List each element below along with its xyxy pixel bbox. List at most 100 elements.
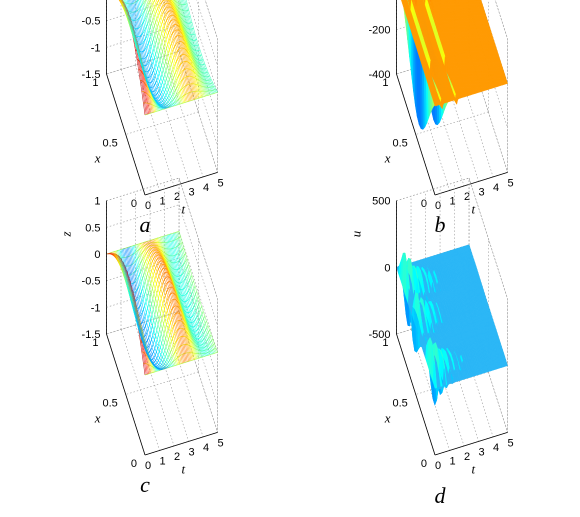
mesh-line [160, 51, 163, 57]
mesh-line [164, 304, 167, 310]
mesh-line [147, 314, 150, 319]
mesh-line [153, 261, 156, 265]
mesh-line [171, 0, 201, 98]
mesh-line [159, 333, 162, 340]
t-axis-line [144, 431, 218, 456]
mesh-line [170, 72, 173, 77]
mesh-line [165, 27, 168, 32]
mesh-line [164, 95, 167, 98]
panel-caption: a [140, 212, 151, 237]
mesh-line [171, 0, 203, 98]
mesh-line [170, 233, 210, 356]
mesh-line [145, 265, 148, 269]
mesh-line [157, 319, 160, 325]
mesh-line [161, 6, 164, 9]
box-edge [468, 177, 508, 300]
mesh-line [149, 36, 152, 41]
mesh-line [160, 308, 162, 314]
mesh-line [166, 357, 169, 360]
mesh-line [158, 357, 160, 361]
t-tick-label: 4 [203, 182, 209, 194]
mesh-line [152, 38, 154, 43]
mesh-line [160, 7, 163, 11]
mesh-line [155, 80, 158, 84]
mesh-line [168, 37, 171, 42]
mesh-line [164, 78, 167, 83]
box-edge [494, 0, 508, 40]
mesh-line [143, 291, 146, 296]
mesh-line [163, 52, 166, 57]
mesh-line [145, 297, 148, 302]
mesh-line [161, 346, 164, 352]
x-tick-label: 1 [382, 77, 388, 89]
mesh-line [155, 0, 187, 103]
mesh-line [146, 318, 149, 323]
mesh-line [148, 342, 151, 346]
mesh-line [152, 70, 154, 74]
mesh-line [158, 50, 160, 56]
mesh-line [167, 49, 170, 54]
mesh-line [165, 35, 168, 40]
mesh-line [169, 55, 172, 59]
mesh-line [174, 72, 177, 76]
mesh-line [169, 83, 172, 88]
mesh-line [151, 0, 184, 103]
mesh-line [170, 319, 173, 323]
mesh-line [195, 299, 198, 303]
mesh-line [143, 316, 146, 320]
mesh-line [160, 357, 163, 361]
mesh-line [154, 335, 156, 341]
mesh-line [161, 303, 164, 309]
mesh-line [156, 324, 159, 331]
mesh-line [130, 246, 170, 368]
mesh-line [156, 355, 159, 359]
t-tick-label: 2 [464, 191, 470, 203]
mesh-line [157, 364, 160, 367]
mesh-line [156, 268, 159, 273]
mesh-line [136, 244, 176, 366]
mesh-line [165, 86, 168, 90]
x-axis-line [396, 73, 436, 196]
mesh-line [164, 292, 167, 296]
mesh-line [160, 42, 163, 47]
mesh-line [153, 34, 156, 39]
mesh-line [158, 10, 161, 13]
mesh-line [152, 264, 155, 268]
mesh-line [164, 346, 167, 351]
t-tick-label: 4 [203, 442, 209, 454]
mesh-line [170, 88, 173, 91]
mesh-line [159, 354, 162, 359]
t-axis-label: t [181, 462, 185, 477]
mesh-line [162, 359, 165, 363]
mesh-line [170, 51, 173, 56]
mesh-line [164, 99, 167, 102]
mesh-line [166, 89, 169, 93]
mesh-line [171, 346, 174, 350]
box-edge [204, 0, 218, 40]
gridline [106, 24, 218, 146]
mesh-line [153, 314, 156, 321]
mesh-line [161, 281, 164, 286]
mesh-line [167, 316, 170, 321]
mesh-line [163, 82, 166, 87]
mesh-line [157, 0, 159, 3]
mesh-line [169, 35, 172, 39]
mesh-line [167, 354, 170, 358]
mesh-line [154, 82, 156, 86]
mesh-line [140, 269, 143, 273]
mesh-line [172, 66, 175, 70]
mesh-line [161, 362, 164, 365]
mesh-line [162, 299, 165, 304]
mesh-line [146, 262, 149, 266]
gridline [125, 371, 199, 395]
mesh-line [156, 84, 159, 88]
mesh-line [151, 2, 154, 6]
mesh-line [155, 271, 158, 276]
mesh-line [164, 353, 167, 358]
mesh-line [160, 328, 163, 335]
mesh-line [177, 0, 210, 96]
mesh-line [156, 360, 159, 363]
mesh-line [152, 239, 192, 361]
